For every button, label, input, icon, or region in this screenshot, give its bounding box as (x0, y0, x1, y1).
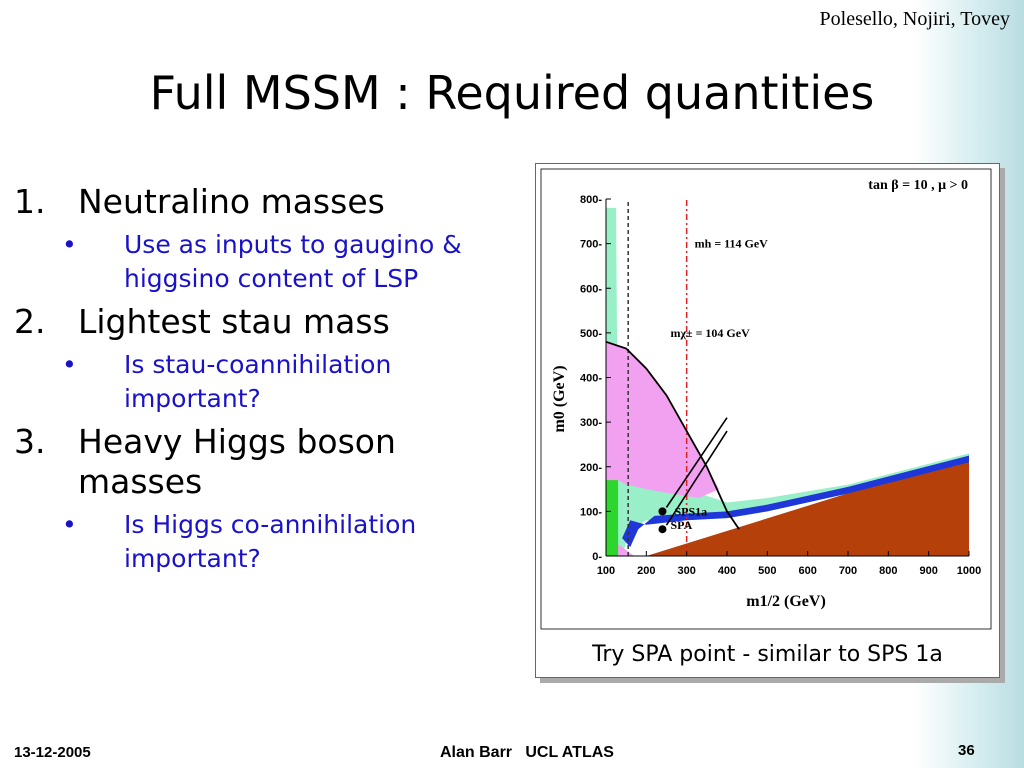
list-item: 2. Lightest stau mass (14, 302, 514, 342)
sub-item-text: Is stau-coannihilation important? (124, 350, 392, 413)
x-tick-label: 1000 (957, 565, 981, 577)
bullet-dot: • (62, 510, 77, 539)
black-boundary-curve (605, 340, 740, 530)
point-arrow (665, 430, 728, 526)
footer-presenter: Alan Barr UCL ATLAS (440, 744, 614, 761)
sub-item: • Is stau-coannihilation important? (62, 348, 514, 416)
y-tick-label: 200- (580, 462, 602, 474)
x-tick-label: 600 (798, 565, 816, 577)
list-item: 1. Neutralino masses (14, 182, 514, 222)
x-tick-label: 500 (758, 565, 776, 577)
sub-item-text: Use as inputs to gaugino & higgsino cont… (124, 230, 462, 293)
x-tick-label: 200 (637, 565, 655, 577)
item-text: Heavy Higgs boson masses (78, 422, 396, 501)
item-number: 1. (14, 182, 46, 221)
chart-annotation: SPA (670, 518, 692, 532)
item-number: 3. (14, 422, 46, 461)
y-tick-label: 300- (580, 417, 602, 429)
data-point-spa (658, 525, 667, 534)
pink-region (606, 341, 719, 556)
x-tick-label: 900 (919, 565, 937, 577)
y-tick-label: 400- (580, 373, 602, 385)
item-number: 2. (14, 302, 46, 341)
lep-excluded-region (606, 480, 619, 556)
y-axis-label: m0 (GeV) (551, 365, 568, 432)
sub-item: • Use as inputs to gaugino & higgsino co… (62, 228, 514, 296)
figure-caption: Try SPA point - similar to SPS 1a (592, 642, 943, 667)
x-tick-label: 800 (879, 565, 897, 577)
chart-figure: tan β = 10 , μ > 0 m1/2 (GeV) m0 (GeV) 1… (535, 163, 1000, 678)
chart-annotation: mh = 114 GeV (695, 237, 769, 251)
x-tick-label: 700 (839, 565, 857, 577)
x-axis-label: m1/2 (GeV) (746, 593, 826, 610)
sub-item: • Is Higgs co-annihilation important? (62, 508, 514, 576)
slide-title: Full MSSM : Required quantities (149, 66, 875, 120)
chart-annotation: SPS1a (675, 504, 708, 518)
y-tick-label: 0- (592, 551, 602, 563)
chart-title: tan β = 10 , μ > 0 (868, 178, 968, 193)
item-text: Lightest stau mass (78, 302, 390, 341)
chart-axes: 100 200 300 400 500 600 700 800 900 1000 0- 100- 200… (580, 194, 981, 577)
data-point-sps1a (658, 507, 667, 516)
y-tick-label: 700- (580, 239, 602, 251)
bullet-dot: • (62, 350, 77, 379)
x-tick-label: 400 (718, 565, 736, 577)
point-arrow (665, 417, 728, 508)
footer-date: 13-12-2005 (14, 744, 91, 761)
y-tick-label: 100- (580, 506, 602, 518)
list-item: 3. Heavy Higgs boson masses (14, 422, 514, 502)
y-tick-label: 600- (580, 283, 602, 295)
y-tick-label: 500- (580, 328, 602, 340)
chart-svg: tan β = 10 , μ > 0 m1/2 (GeV) m0 (GeV) 1… (540, 168, 992, 630)
chart-regions (606, 207, 969, 557)
stau-lsp-excluded-region (646, 455, 969, 556)
x-tick-label: 100 (597, 565, 615, 577)
authors: Polesello, Nojiri, Tovey (819, 8, 1010, 30)
y-tick-label: 800- (580, 194, 602, 206)
wmap-band (622, 455, 969, 548)
item-text: Neutralino masses (78, 182, 385, 221)
cosmo-allowed-region (606, 207, 969, 557)
x-tick-label: 300 (677, 565, 695, 577)
bullet-dot: • (62, 230, 77, 259)
page-number: 36 (958, 742, 975, 759)
chart-annotation: mχ± = 104 GeV (670, 326, 750, 340)
sub-item-text: Is Higgs co-annihilation important? (124, 510, 417, 573)
chart-lines (605, 199, 740, 556)
bullet-list: 1. Neutralino masses • Use as inputs to … (14, 182, 514, 582)
